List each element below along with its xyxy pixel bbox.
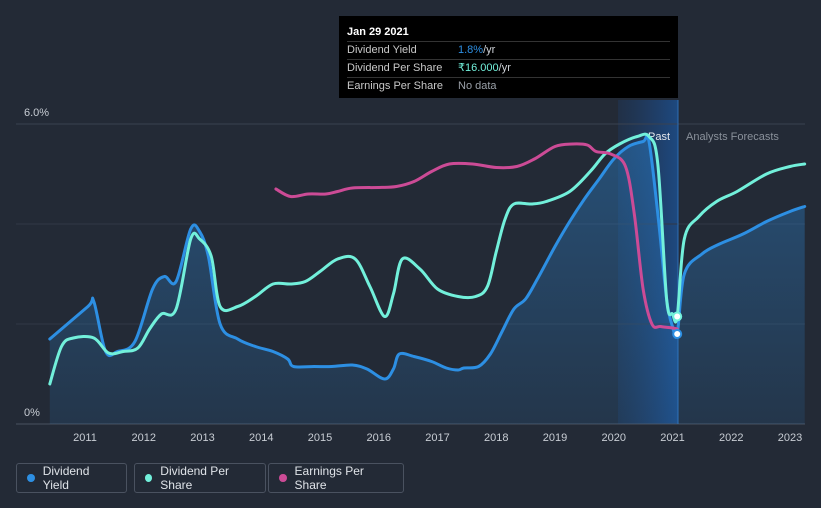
- x-tick-label: 2013: [190, 432, 214, 444]
- legend-dividend-yield[interactable]: Dividend Yield: [16, 463, 127, 493]
- tooltip-label: Dividend Yield: [347, 44, 417, 56]
- y-tick-label-zero: 0%: [24, 407, 40, 419]
- x-tick-label: 2014: [249, 432, 273, 444]
- x-tick-label: 2015: [308, 432, 332, 444]
- forecast-label: Analysts Forecasts: [686, 131, 779, 143]
- x-tick-label: 2019: [543, 432, 567, 444]
- tooltip-unit: /yr: [483, 44, 496, 56]
- dividend-per-share-marker: [672, 311, 683, 322]
- legend-dot-icon: [145, 474, 153, 482]
- dividend-per-share-line: [48, 132, 807, 386]
- tooltip-value: 1.8%: [458, 44, 484, 56]
- x-tick-label: 2018: [484, 432, 508, 444]
- legend-earnings-per-share[interactable]: Earnings Per Share: [268, 463, 404, 493]
- dividend-yield-marker: [672, 329, 683, 339]
- tooltip-label: Earnings Per Share: [347, 80, 443, 92]
- tooltip-row-dividend-per-share: Dividend Per Share ₹16.000 /yr: [347, 59, 670, 77]
- legend-dot-icon: [27, 474, 35, 482]
- dividend-yield-area: [49, 135, 805, 424]
- tooltip-date: Jan 29 2021: [347, 26, 409, 38]
- x-tick-label: 2023: [778, 432, 802, 444]
- tooltip-label: Dividend Per Share: [347, 62, 443, 74]
- tooltip-row-dividend-yield: Dividend Yield 1.8% /yr: [347, 41, 670, 59]
- legend-dot-icon: [279, 474, 287, 482]
- legend-label: Dividend Per Share: [160, 464, 229, 492]
- tooltip-unit: /yr: [498, 62, 511, 74]
- legend-label: Earnings Per Share: [294, 464, 364, 492]
- tooltip-value: ₹16.000: [458, 62, 499, 74]
- tooltip-value: No data: [458, 80, 497, 92]
- legend-label: Dividend Yield: [42, 464, 90, 492]
- legend-dividend-per-share[interactable]: Dividend Per Share: [134, 463, 266, 493]
- tooltip: Jan 29 2021 Dividend Yield 1.8% /yr Divi…: [339, 16, 678, 98]
- y-tick-label-top: 6.0%: [24, 107, 49, 119]
- tooltip-row-earnings-per-share: Earnings Per Share No data: [347, 77, 670, 95]
- x-tick-label: 2022: [719, 432, 743, 444]
- earnings-per-share-line: [274, 142, 679, 331]
- x-tick-label: 2016: [367, 432, 391, 444]
- x-tick-label: 2012: [132, 432, 156, 444]
- x-tick-label: 2021: [660, 432, 684, 444]
- x-tick-label: 2011: [73, 432, 97, 444]
- x-tick-label: 2020: [602, 432, 626, 444]
- x-tick-label: 2017: [425, 432, 449, 444]
